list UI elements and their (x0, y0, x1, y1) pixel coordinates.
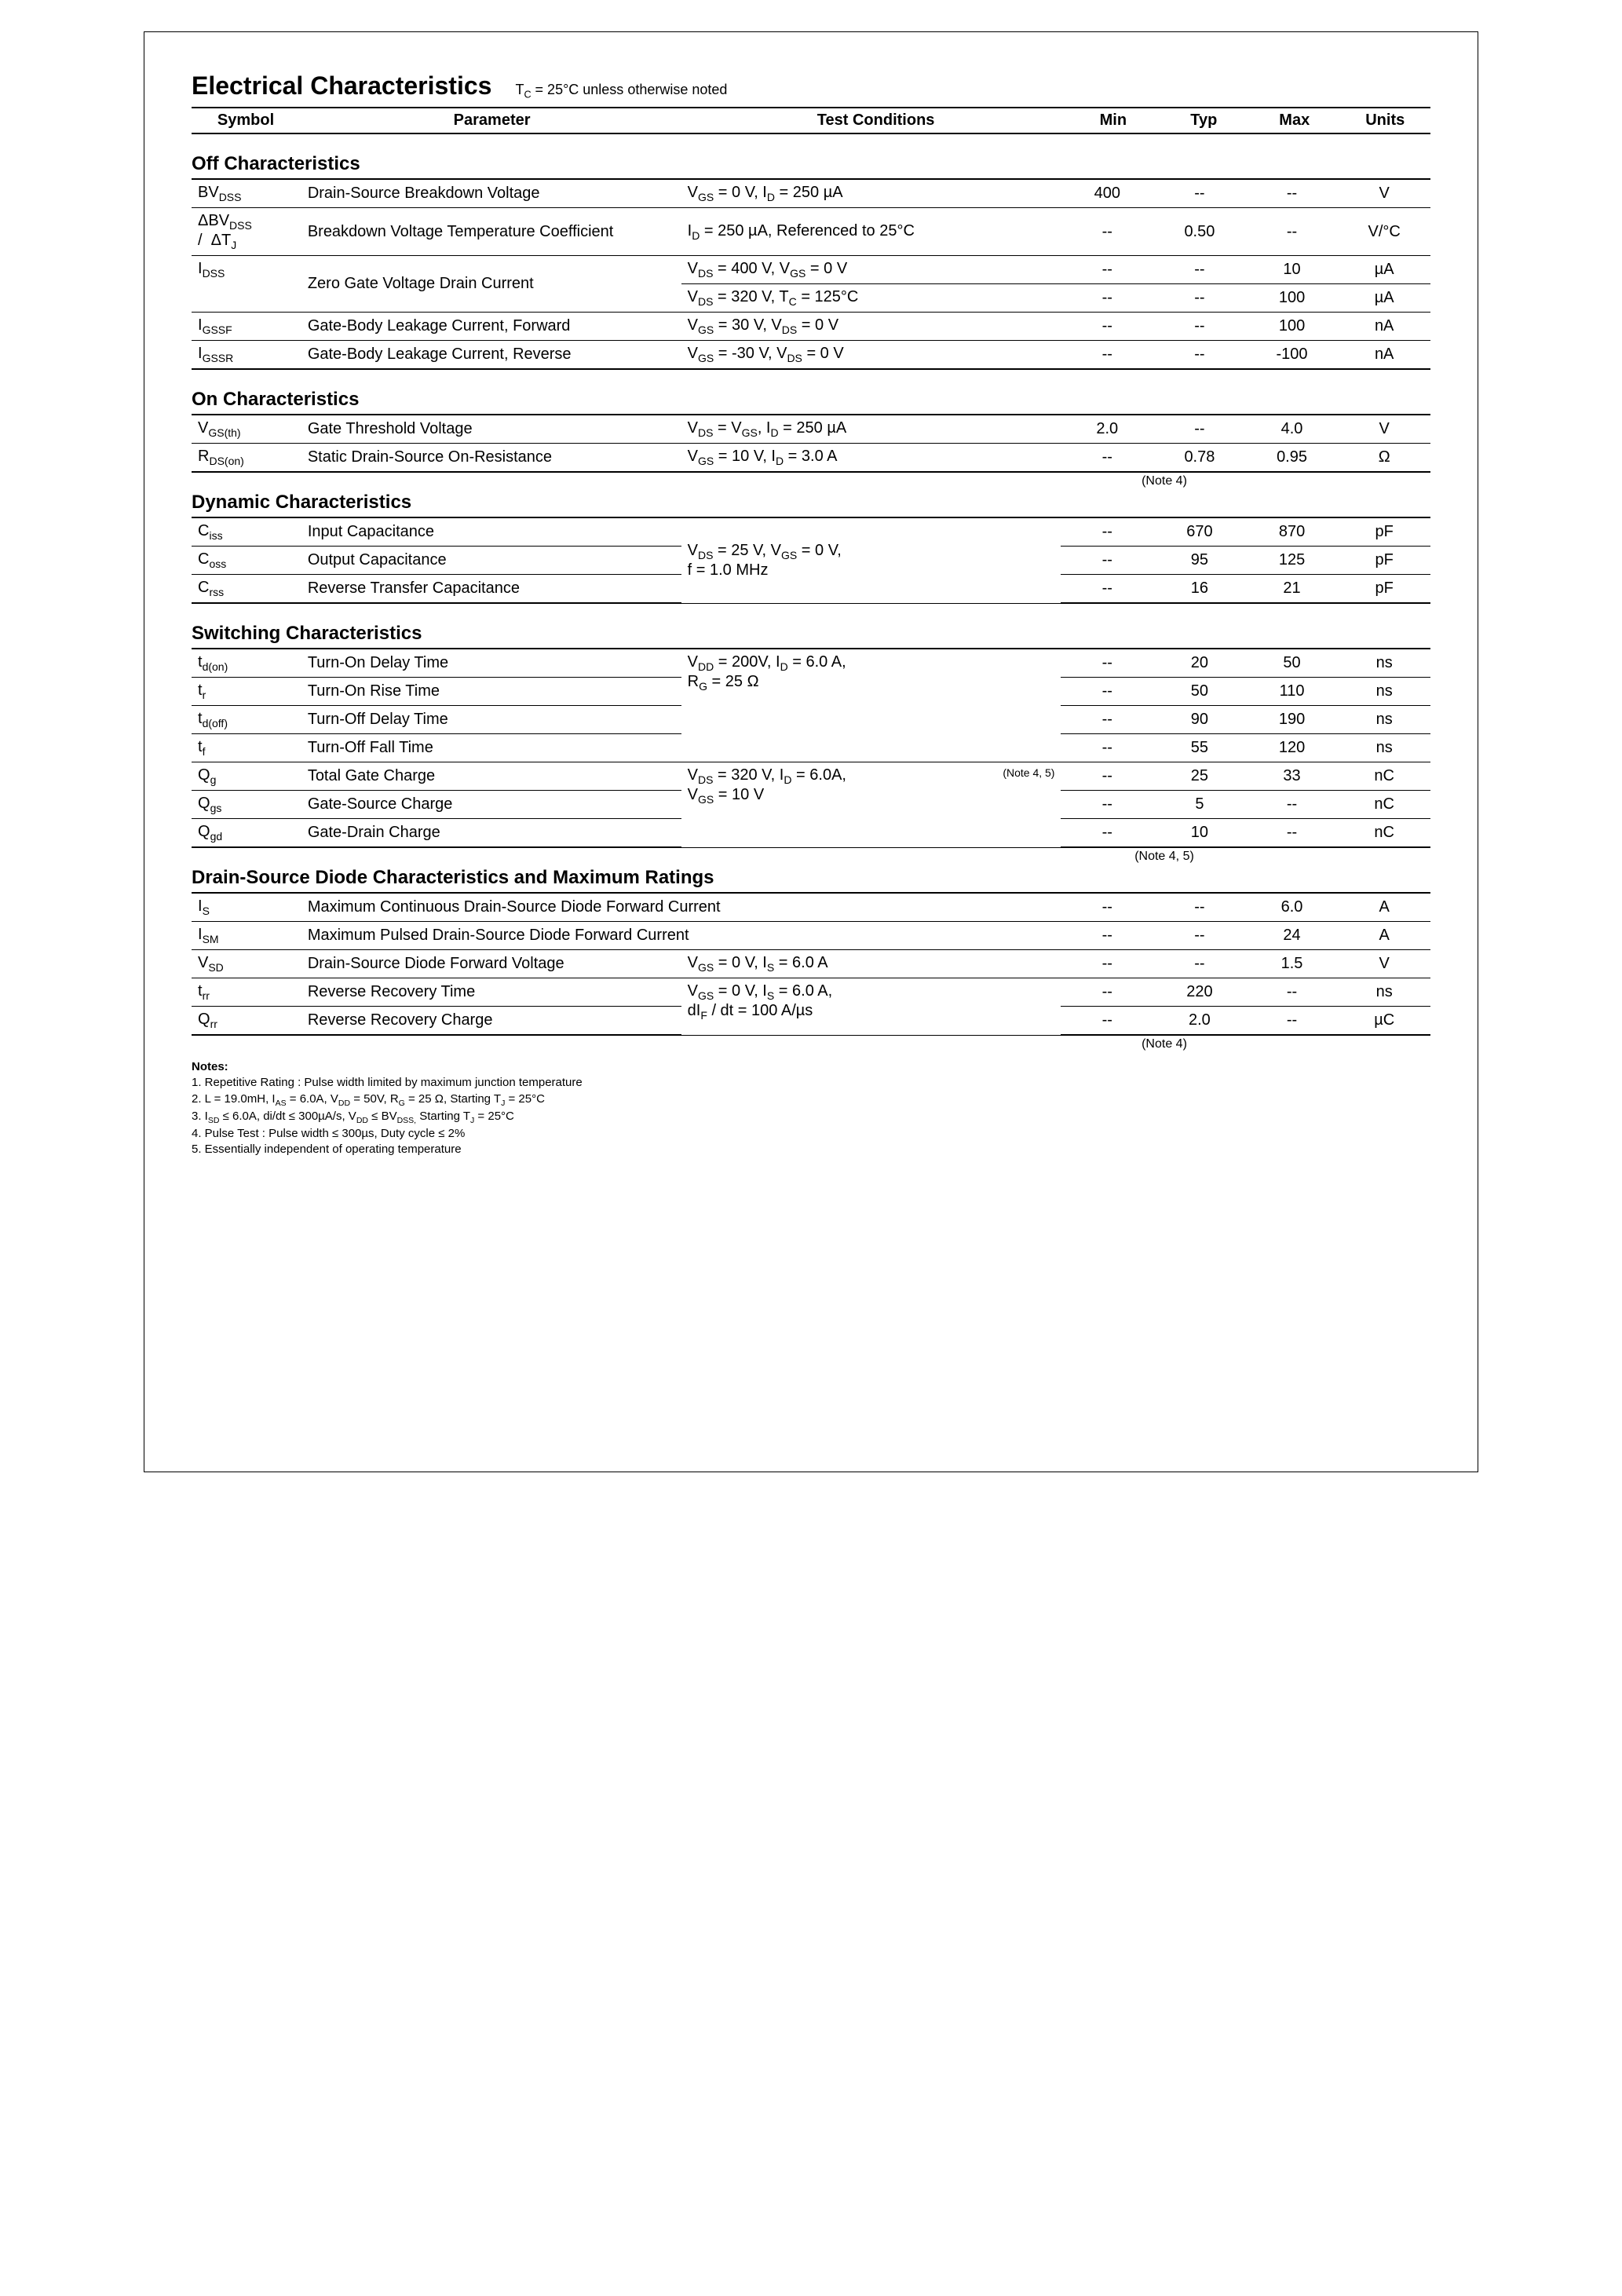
th-min: Min (1068, 108, 1158, 133)
notes-block: Notes: 1. Repetitive Rating : Pulse widt… (192, 1059, 1430, 1157)
section-sw: td(on) Turn-On Delay Time VDD = 200V, ID… (192, 648, 1430, 848)
table-row: td(on) Turn-On Delay Time VDD = 200V, ID… (192, 649, 1430, 678)
table-row: IS Maximum Continuous Drain-Source Diode… (192, 893, 1430, 922)
title-row: Electrical Characteristics TC = 25°C unl… (192, 71, 1430, 101)
table-row: ISM Maximum Pulsed Drain-Source Diode Fo… (192, 922, 1430, 950)
table-row: Ciss Input Capacitance VDS = 25 V, VGS =… (192, 517, 1430, 547)
th-units: Units (1339, 108, 1430, 133)
on-table: VGS(th) Gate Threshold Voltage VDS = VGS… (192, 414, 1430, 473)
section-off: BVDSS Drain-Source Breakdown Voltage VGS… (192, 178, 1430, 370)
sw-table: td(on) Turn-On Delay Time VDD = 200V, ID… (192, 648, 1430, 848)
off-table: BVDSS Drain-Source Breakdown Voltage VGS… (192, 178, 1430, 370)
note-5: 5. Essentially independent of operating … (192, 1142, 1430, 1157)
table-row: IGSSR Gate-Body Leakage Current, Reverse… (192, 341, 1430, 370)
th-parameter: Parameter (300, 108, 684, 133)
note-4: 4. Pulse Test : Pulse width ≤ 300µs, Dut… (192, 1126, 1430, 1142)
section-sw-title: Switching Characteristics (192, 623, 1430, 645)
section-off-title: Off Characteristics (192, 153, 1430, 175)
table-row: IGSSF Gate-Body Leakage Current, Forward… (192, 313, 1430, 341)
dyn-table: Ciss Input Capacitance VDS = 25 V, VGS =… (192, 517, 1430, 604)
on-note: (Note 4) (192, 474, 1430, 488)
table-row: RDS(on) Static Drain-Source On-Resistanc… (192, 444, 1430, 473)
notes-title: Notes: (192, 1059, 1430, 1075)
th-conditions: Test Conditions (684, 108, 1068, 133)
th-typ: Typ (1159, 108, 1249, 133)
section-diode-title: Drain-Source Diode Characteristics and M… (192, 867, 1430, 889)
section-diode: IS Maximum Continuous Drain-Source Diode… (192, 892, 1430, 1036)
diode-table: IS Maximum Continuous Drain-Source Diode… (192, 892, 1430, 1036)
note-1: 1. Repetitive Rating : Pulse width limit… (192, 1075, 1430, 1091)
main-title: Electrical Characteristics (192, 71, 491, 101)
note-3: 3. ISD ≤ 6.0A, di/dt ≤ 300µA/s, VDD ≤ BV… (192, 1109, 1430, 1126)
table-row: BVDSS Drain-Source Breakdown Voltage VGS… (192, 179, 1430, 208)
table-row: trr Reverse Recovery Time VGS = 0 V, IS … (192, 978, 1430, 1007)
datasheet-page: Electrical Characteristics TC = 25°C unl… (144, 31, 1478, 1472)
table-row: IDSS Zero Gate Voltage Drain Current VDS… (192, 256, 1430, 284)
th-max: Max (1249, 108, 1339, 133)
table-row: VSD Drain-Source Diode Forward Voltage V… (192, 950, 1430, 978)
note-2: 2. L = 19.0mH, IAS = 6.0A, VDD = 50V, RG… (192, 1091, 1430, 1109)
title-condition: TC = 25°C unless otherwise noted (515, 82, 727, 101)
sw-note: (Note 4, 5) (192, 850, 1430, 864)
th-symbol: Symbol (192, 108, 300, 133)
section-dyn-title: Dynamic Characteristics (192, 492, 1430, 514)
table-row: VGS(th) Gate Threshold Voltage VDS = VGS… (192, 415, 1430, 444)
header-table: Symbol Parameter Test Conditions Min Typ… (192, 107, 1430, 134)
diode-note: (Note 4) (192, 1037, 1430, 1051)
table-row: ΔBVDSS/ ΔTJ Breakdown Voltage Temperatur… (192, 208, 1430, 256)
table-row: Qg Total Gate Charge VDS = 320 V, ID = 6… (192, 762, 1430, 791)
section-on-title: On Characteristics (192, 389, 1430, 411)
section-dyn: Ciss Input Capacitance VDS = 25 V, VGS =… (192, 517, 1430, 604)
section-on: VGS(th) Gate Threshold Voltage VDS = VGS… (192, 414, 1430, 473)
